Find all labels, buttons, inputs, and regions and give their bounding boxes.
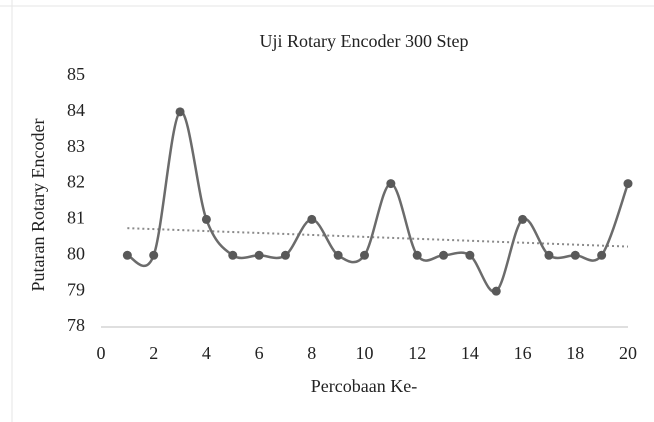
marker [201, 214, 211, 224]
y-tick-label: 79 [67, 279, 85, 299]
x-tick-label: 2 [149, 343, 158, 363]
marker [149, 250, 159, 260]
x-tick-label: 20 [619, 343, 637, 363]
marker [439, 250, 449, 260]
marker [412, 250, 422, 260]
marker [597, 250, 607, 260]
marker [360, 250, 369, 260]
marker [544, 250, 554, 260]
marker [518, 214, 528, 224]
y-axis-label: Putaran Rotary Encoder [28, 119, 48, 292]
y-tick-label: 78 [67, 315, 85, 335]
x-tick-label: 6 [255, 343, 264, 363]
x-tick-label: 10 [356, 343, 374, 363]
x-tick-label: 12 [408, 343, 426, 363]
marker [465, 250, 475, 260]
x-tick-label: 8 [307, 343, 316, 363]
x-tick-label: 0 [97, 343, 106, 363]
marker [228, 250, 238, 260]
marker [491, 286, 501, 296]
x-tick-label: 14 [461, 343, 479, 363]
y-tick-label: 83 [67, 136, 85, 156]
marker [386, 179, 396, 189]
x-axis-label: Percobaan Ke- [311, 376, 417, 396]
marker [570, 250, 580, 260]
series-line [126, 110, 630, 293]
y-tick-label: 84 [67, 100, 85, 120]
trendline [127, 227, 629, 248]
marker [623, 179, 633, 189]
marker [122, 250, 132, 260]
x-tick-label: 18 [566, 343, 584, 363]
marker [333, 250, 343, 260]
x-tick-label: 4 [202, 343, 211, 363]
x-tick-label: 16 [514, 343, 532, 363]
y-tick-label: 80 [67, 243, 85, 263]
marker [307, 214, 317, 224]
marker [254, 250, 264, 260]
y-tick-label: 85 [67, 64, 85, 84]
y-tick-label: 81 [67, 208, 85, 228]
chart-title: Uji Rotary Encoder 300 Step [260, 31, 469, 51]
marker [280, 250, 290, 260]
y-tick-label: 82 [67, 172, 85, 192]
marker [175, 107, 185, 117]
